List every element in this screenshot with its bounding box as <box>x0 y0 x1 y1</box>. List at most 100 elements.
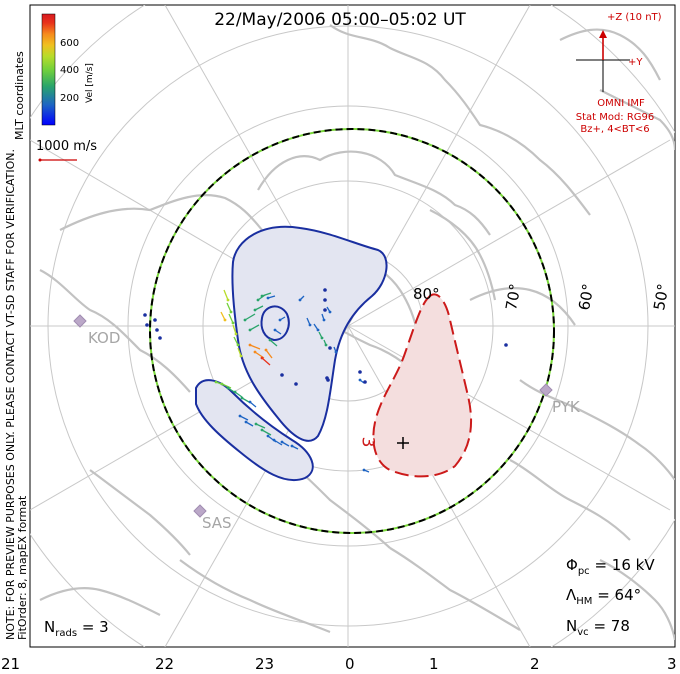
velocity-vector-origin <box>248 400 252 404</box>
velocity-vector-origin <box>362 468 366 472</box>
velocity-vector-origin <box>214 380 218 384</box>
velocity-vector <box>232 324 237 335</box>
velocity-vector-origin <box>316 328 320 332</box>
velocity-vector <box>239 415 249 421</box>
velocity-vector-origin <box>254 422 258 426</box>
negative-cell-main <box>231 225 388 442</box>
mlt-tick-1: 1 <box>429 655 439 673</box>
low-velocity-point <box>328 346 332 350</box>
velocity-vector-origin <box>220 382 224 386</box>
velocity-vector <box>237 347 242 357</box>
hm-boundary-dash <box>149 128 555 534</box>
mlt-tick-2: 2 <box>530 655 540 673</box>
velocity-vector-origin <box>244 420 248 424</box>
velocity-vector <box>223 289 229 301</box>
velocity-vector-origin <box>268 338 272 342</box>
velocity-vector-origin <box>266 434 270 438</box>
velocity-vector <box>254 305 264 311</box>
velocity-vector <box>261 292 272 297</box>
mlt-tick-23: 23 <box>255 655 275 673</box>
mlt-tick-0: 0 <box>345 655 355 673</box>
velocity-vector <box>261 429 272 436</box>
velocity-vector-origin <box>272 438 276 442</box>
velocity-vector <box>255 423 266 429</box>
meridian-grid <box>30 5 675 647</box>
velocity-vector <box>261 357 271 366</box>
imf-z-label: +Z (10 nT) <box>607 12 662 23</box>
vector-count: Nvc = 78 <box>566 617 630 638</box>
radar-count: Nrads = 3 <box>44 618 109 639</box>
colorbar-tick-200: 200 <box>60 93 80 104</box>
mlt-tick-3: 3 <box>667 655 677 673</box>
velocity-vectors <box>143 288 508 473</box>
velocity-vector <box>265 349 273 359</box>
velocity-vector-origin <box>256 298 260 302</box>
low-velocity-point <box>323 298 327 302</box>
velocity-vector-origin <box>358 378 362 382</box>
velocity-vector-origin <box>226 386 230 390</box>
negative-cell-secondary <box>195 379 314 482</box>
velocity-vector-origin <box>334 350 338 354</box>
velocity-vector <box>228 313 234 324</box>
potential-max-marker <box>397 437 409 449</box>
colorbar-tick-400: 400 <box>60 65 80 76</box>
velocity-vector-origin <box>266 296 270 300</box>
low-velocity-point <box>323 308 327 312</box>
fit-order-note: FitOrder: 8, mapEX format <box>16 495 29 640</box>
velocity-vector <box>226 302 232 313</box>
velocity-vector-origin <box>236 343 240 347</box>
positive-cell <box>372 293 473 478</box>
velocity-vector-origin <box>229 310 233 314</box>
velocity-vector <box>244 313 256 321</box>
low-velocity-point <box>504 343 508 347</box>
colorbar-tick-600: 600 <box>60 38 80 49</box>
velocity-vector-origin <box>264 348 268 352</box>
velocity-vector-origin <box>238 414 242 418</box>
velocity-vector <box>269 339 278 347</box>
velocity-vector <box>249 324 260 331</box>
velocity-vector-origin <box>223 318 227 322</box>
velocity-vector-origin <box>240 396 244 400</box>
velocity-vector <box>233 336 239 346</box>
low-velocity-point <box>143 313 147 317</box>
cross-polar-potential: Φpc = 16 kV <box>566 556 655 577</box>
low-velocity-point <box>158 336 162 340</box>
map-title: 22/May/2006 05:00–05:02 UT <box>214 10 466 30</box>
velocity-vector-origin <box>324 343 328 347</box>
scale-vector <box>38 158 77 162</box>
velocity-vector-origin <box>253 350 257 354</box>
velocity-vector-origin <box>278 318 282 322</box>
velocity-vector-origin <box>248 343 252 347</box>
velocity-vector-origin <box>308 323 312 327</box>
velocity-vector-origin <box>260 428 264 432</box>
radar-site-markers <box>73 314 553 518</box>
low-velocity-point <box>363 380 367 384</box>
velocity-vector-origin <box>243 318 247 322</box>
low-velocity-point <box>153 318 157 322</box>
imf-dial <box>576 30 630 92</box>
velocity-vector <box>234 391 243 398</box>
low-velocity-point <box>358 370 362 374</box>
low-velocity-point <box>145 323 149 327</box>
velocity-vector-origin <box>248 328 252 332</box>
velocity-vector-origin <box>280 440 284 444</box>
radar-site-kod: KOD <box>88 329 121 347</box>
stat-model: Stat Mod: RG96 <box>575 112 655 123</box>
potential-min-label: 3 <box>357 436 378 448</box>
velocity-vector-origin <box>253 308 257 312</box>
scale-vector-label: 1000 m/s <box>36 139 98 154</box>
mlt-tick-21: 21 <box>1 655 21 673</box>
mlt-tick-22: 22 <box>155 655 175 673</box>
velocity-vector-origin <box>298 298 302 302</box>
velocity-vector-origin <box>234 332 238 336</box>
velocity-vector <box>273 439 283 446</box>
hm-latitude: ΛHM = 64° <box>566 586 642 607</box>
velocity-vector <box>249 344 261 350</box>
velocity-vector <box>221 383 232 389</box>
colorbar-label: Vel [m/s] <box>85 63 95 103</box>
imf-y-label: +Y <box>628 57 643 68</box>
stat-condition: Bz+, 4<BT<6 <box>580 124 650 135</box>
velocity-vector <box>220 311 226 321</box>
imf-source: OMNI IMF <box>597 98 645 109</box>
